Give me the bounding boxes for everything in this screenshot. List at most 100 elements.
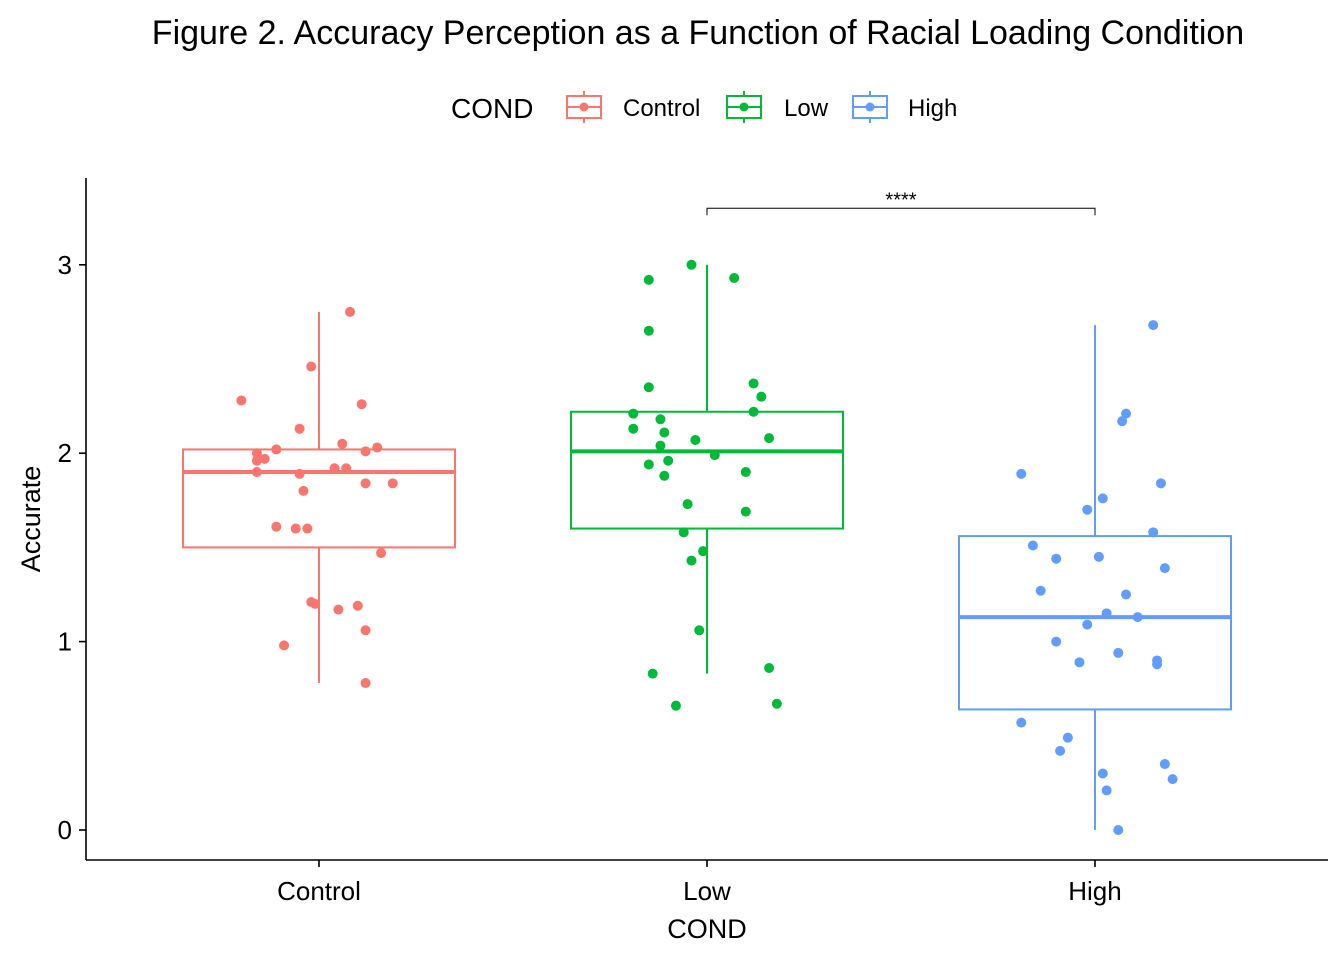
point-high-3	[1016, 468, 1027, 479]
y-tick-label-3: 3	[58, 250, 72, 280]
legend-key-point	[865, 102, 875, 112]
point-low-12	[764, 433, 775, 444]
point-high-1	[1121, 408, 1132, 419]
box-body	[182, 448, 456, 549]
legend-key-point	[579, 102, 589, 112]
point-control-0	[236, 395, 247, 406]
point-control-25	[352, 600, 363, 611]
data-points	[236, 259, 1178, 835]
y-tick-label-2: 2	[58, 438, 72, 468]
significance-label: ****	[885, 189, 916, 211]
y-tick-label-0: 0	[58, 815, 72, 845]
point-control-13	[341, 463, 352, 474]
boxes	[182, 264, 1232, 830]
point-high-21	[1152, 659, 1163, 670]
point-control-9	[271, 444, 282, 455]
significance-bracket: ****	[706, 189, 1096, 216]
point-high-17	[1051, 636, 1062, 647]
point-control-16	[360, 478, 371, 489]
point-control-11	[251, 455, 262, 466]
point-high-15	[1132, 612, 1143, 623]
point-low-0	[686, 259, 697, 270]
legend-label-low: Low	[784, 95, 829, 122]
point-high-22	[1016, 717, 1027, 728]
point-low-4	[748, 378, 759, 389]
point-control-8	[251, 448, 262, 459]
point-high-27	[1167, 774, 1178, 785]
point-high-10	[1051, 553, 1062, 564]
point-low-17	[643, 459, 654, 470]
point-control-3	[356, 399, 367, 410]
point-low-11	[659, 427, 670, 438]
point-low-14	[655, 440, 666, 451]
x-ticks: Control Low High	[277, 860, 1122, 906]
legend-item-low: Low	[726, 91, 829, 123]
point-high-2	[1117, 416, 1128, 427]
point-high-9	[1093, 551, 1104, 562]
point-control-27	[360, 625, 371, 636]
axes: 0 1 2 3 Control Low High	[58, 178, 1328, 906]
point-low-23	[698, 546, 709, 557]
point-high-11	[1159, 563, 1170, 574]
point-control-4	[294, 423, 305, 434]
point-high-18	[1113, 647, 1124, 658]
point-control-26	[333, 604, 344, 615]
point-high-12	[1035, 585, 1046, 596]
point-high-13	[1121, 589, 1132, 600]
point-low-13	[690, 435, 701, 446]
point-low-10	[628, 423, 639, 434]
point-low-21	[740, 506, 751, 517]
point-control-21	[302, 523, 313, 534]
legend-label-high: High	[908, 95, 957, 122]
point-control-19	[271, 521, 282, 532]
point-control-29	[360, 678, 371, 689]
plot-area: ****	[182, 189, 1232, 835]
point-high-25	[1159, 759, 1170, 770]
point-low-24	[686, 555, 697, 566]
point-low-25	[694, 625, 705, 636]
point-control-15	[294, 468, 305, 479]
x-axis-title: COND	[667, 914, 747, 944]
legend-keys: Control Low High	[566, 91, 957, 123]
point-high-26	[1097, 768, 1108, 779]
point-control-1	[345, 306, 356, 317]
point-control-22	[376, 548, 387, 559]
x-tick-label-high: High	[1068, 876, 1121, 906]
point-high-4	[1155, 478, 1166, 489]
point-high-0	[1148, 320, 1159, 331]
box-control	[182, 311, 456, 684]
x-tick-label-control: Control	[277, 876, 361, 906]
point-low-16	[663, 455, 674, 466]
point-high-14	[1101, 608, 1112, 619]
point-high-5	[1097, 493, 1108, 504]
point-control-24	[310, 598, 321, 609]
point-low-2	[643, 274, 654, 285]
point-control-28	[279, 640, 290, 651]
point-control-20	[290, 523, 301, 534]
point-control-10	[259, 453, 270, 464]
legend: COND Control Low High	[451, 91, 957, 124]
legend-label-control: Control	[623, 95, 700, 122]
point-high-8	[1027, 540, 1038, 551]
point-control-2	[306, 361, 317, 372]
significance-line	[706, 207, 1096, 216]
legend-key-point	[739, 102, 749, 112]
point-high-23	[1062, 732, 1073, 743]
point-high-20	[1074, 657, 1085, 668]
box-high	[958, 325, 1232, 830]
point-control-17	[387, 478, 398, 489]
point-low-9	[655, 414, 666, 425]
point-high-6	[1082, 504, 1093, 515]
point-low-15	[709, 450, 720, 461]
point-low-6	[756, 391, 767, 402]
point-low-20	[682, 499, 693, 510]
point-high-28	[1101, 785, 1112, 796]
point-low-5	[643, 382, 654, 393]
chart-title: Figure 2. Accuracy Perception as a Funct…	[152, 14, 1244, 52]
point-low-8	[628, 408, 639, 419]
box-body	[570, 410, 844, 530]
point-low-29	[670, 700, 681, 711]
point-high-29	[1113, 825, 1124, 835]
point-control-6	[372, 442, 383, 453]
